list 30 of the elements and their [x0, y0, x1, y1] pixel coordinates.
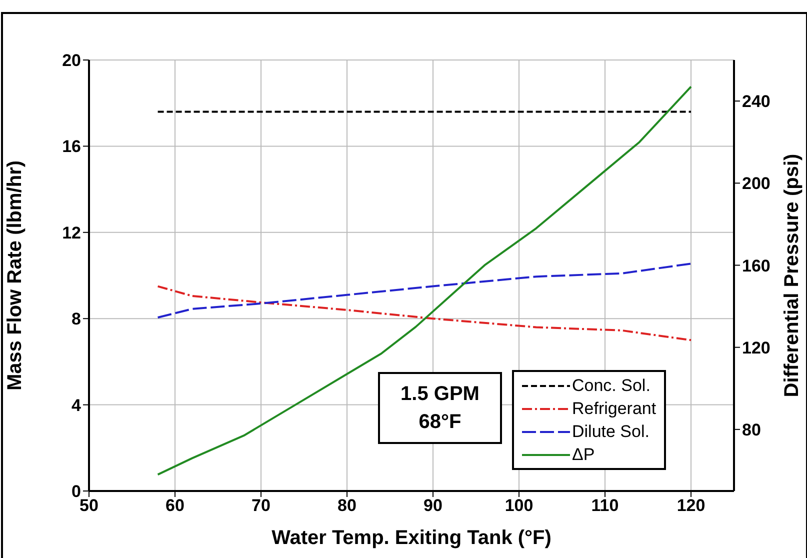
y-tick-label: 12: [62, 223, 81, 242]
y2-axis-title: Differential Pressure (psi): [781, 154, 804, 398]
x-tick-label: 90: [424, 496, 442, 516]
line-series: [156, 262, 692, 319]
line-series: [156, 86, 692, 476]
legend-label: Conc. Sol.: [572, 376, 650, 396]
x-axis-title: Water Temp. Exiting Tank (°F): [272, 527, 552, 549]
legend-label: Dilute Sol.: [572, 422, 650, 442]
x-tick-label: 70: [252, 496, 270, 516]
y2-tick-label: 240: [742, 92, 770, 112]
x-tick-label: 110: [591, 496, 619, 516]
x-tick-label: 80: [338, 496, 356, 516]
x-tick-label: 50: [80, 496, 98, 516]
y-tick-label: 20: [62, 51, 81, 70]
x-tick-label: 120: [676, 496, 706, 516]
y-tick-label: 16: [62, 137, 81, 156]
y-axis-title: Mass Flow Rate (lbm/hr): [4, 160, 26, 391]
y-tick-label: 4: [72, 396, 82, 415]
y2-tick-label: 80: [742, 420, 761, 440]
x-tick-label: 60: [166, 496, 184, 516]
x-tick-label: 100: [504, 496, 534, 516]
y-tick-label: 0: [72, 482, 81, 502]
legend-label: Refrigerant: [572, 398, 656, 418]
y2-tick-label: 160: [742, 256, 770, 276]
legend-label: ΔP: [572, 444, 595, 464]
line-series: [156, 285, 692, 342]
y2-tick-label: 120: [742, 338, 770, 358]
y2-tick-label: 200: [742, 174, 770, 194]
y-tick-label: 8: [72, 310, 81, 329]
annotation: 1.5 GPM 68°F: [378, 372, 502, 444]
